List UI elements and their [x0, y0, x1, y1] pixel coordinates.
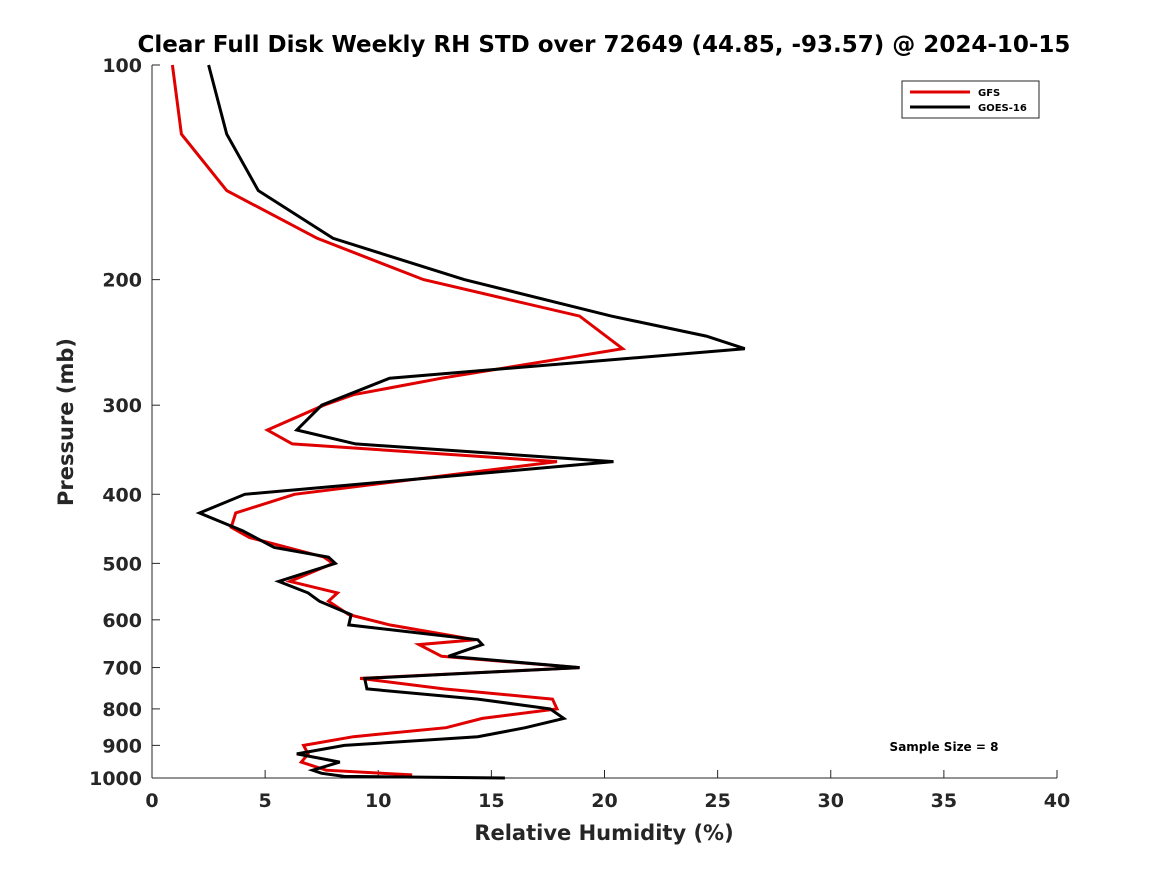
chart-title: Clear Full Disk Weekly RH STD over 72649… [138, 32, 1071, 58]
y-tick-label: 800 [102, 699, 142, 721]
y-tick-label: 100 [102, 55, 142, 77]
x-tick-label: 30 [818, 790, 844, 812]
series-line-goes-16 [195, 64, 746, 780]
y-tick-label: 600 [102, 610, 142, 632]
legend: GFS GOES-16 [901, 80, 1040, 119]
y-axis-ticks: 100 200 300 400 500 600 700 800 900 1000 [89, 55, 160, 790]
y-tick-label: 300 [102, 395, 142, 417]
y-tick-label: 1000 [89, 768, 142, 790]
legend-label: GFS [978, 88, 1000, 99]
legend-box [901, 80, 1040, 119]
x-tick-label: 35 [931, 790, 957, 812]
y-tick-label: 900 [102, 735, 142, 757]
x-axis-title: Relative Humidity (%) [474, 821, 733, 845]
x-tick-label: 25 [704, 790, 730, 812]
x-axis-ticks: 0 5 10 15 20 25 30 35 40 [145, 770, 1070, 812]
y-tick-label: 400 [102, 484, 142, 506]
series-layer [170, 64, 746, 780]
y-axis-title: Pressure (mb) [54, 338, 78, 506]
sample-size-annotation: Sample Size = 8 [890, 740, 999, 754]
x-tick-label: 10 [365, 790, 391, 812]
x-tick-label: 0 [145, 790, 158, 812]
y-tick-label: 700 [102, 658, 142, 680]
x-tick-label: 5 [259, 790, 272, 812]
series-line-gfs [170, 64, 627, 777]
legend-label: GOES-16 [978, 103, 1027, 114]
y-tick-label: 200 [102, 270, 142, 292]
x-tick-label: 40 [1044, 790, 1070, 812]
y-tick-label: 500 [102, 553, 142, 575]
x-tick-label: 15 [478, 790, 504, 812]
x-tick-label: 20 [591, 790, 617, 812]
